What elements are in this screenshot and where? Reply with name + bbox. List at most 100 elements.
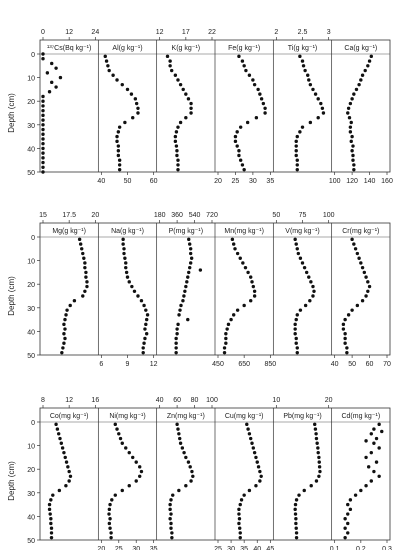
data-point-ni-mg-kg	[138, 465, 142, 469]
data-point-p-mg-kg	[187, 270, 191, 275]
x-tick-label: 30	[227, 546, 235, 550]
data-point-pb-mg-kg	[302, 488, 306, 493]
data-point-al-g-kg	[116, 149, 121, 153]
data-point-na-g-kg	[143, 336, 147, 341]
data-point-ca-g-kg	[352, 92, 356, 96]
x-tick-label: 0.1	[330, 546, 340, 550]
data-point-fe-g-kg	[259, 97, 264, 101]
depth-tick-label: 30	[27, 123, 35, 130]
data-point-k-g-kg	[176, 163, 180, 167]
data-point-al-g-kg	[107, 68, 111, 73]
data-point-ca-g-kg	[369, 54, 373, 59]
data-point-mg-g-kg	[83, 265, 87, 270]
data-point-v-mg-kg	[311, 294, 315, 298]
data-point-p-mg-kg	[175, 332, 179, 336]
data-point-cd-mg-kg	[372, 469, 376, 474]
data-point-al-g-kg	[115, 139, 119, 144]
data-point-pb-mg-kg	[294, 531, 299, 535]
depth-tick-label: 50	[27, 538, 35, 545]
data-point-p-mg-kg	[187, 237, 191, 242]
data-point-na-g-kg	[123, 256, 127, 260]
data-point-fe-g-kg	[245, 120, 250, 125]
data-point-p-mg-kg	[198, 268, 203, 272]
data-point-cr-mg-kg	[360, 265, 365, 270]
data-point-cu-mg-kg	[247, 488, 252, 493]
data-point-fe-g-kg	[237, 54, 241, 59]
data-point-co-mg-kg	[58, 436, 62, 441]
data-point-na-g-kg	[124, 270, 129, 275]
x-tick-label: 12	[150, 361, 158, 368]
x-tick-label: 10	[272, 397, 280, 404]
data-point-pb-mg-kg	[294, 526, 298, 530]
data-point-mg-g-kg	[63, 336, 67, 341]
data-point-na-g-kg	[132, 289, 137, 293]
data-point-fe-g-kg	[238, 158, 243, 162]
data-point-ni-mg-kg	[109, 535, 113, 540]
depth-axis-label: Depth (cm)	[7, 93, 16, 133]
x-tick-label: 160	[381, 178, 393, 185]
data-point-ni-mg-kg	[118, 436, 123, 441]
panel-label-fe-g-kg: Fe(g kg⁻¹)	[228, 45, 260, 52]
data-point-cr-mg-kg	[345, 346, 349, 350]
data-point-cs-bq-kg	[50, 61, 54, 66]
data-point-cs-bq-kg	[41, 99, 45, 103]
panel-label-co-mg-kg: Co(mg kg⁻¹)	[50, 413, 89, 420]
data-point-cs-bq-kg	[41, 52, 45, 56]
data-point-mg-g-kg	[81, 251, 85, 256]
data-point-cu-mg-kg	[237, 507, 241, 512]
data-point-pb-mg-kg	[313, 427, 318, 431]
data-point-cs-bq-kg	[41, 113, 45, 118]
data-point-mn-mg-kg	[238, 256, 242, 260]
x-tick-label: 75	[299, 212, 307, 219]
data-point-fe-g-kg	[251, 78, 255, 82]
data-point-al-g-kg	[103, 54, 107, 59]
data-point-al-g-kg	[136, 111, 140, 115]
x-tick-label: 100	[329, 178, 341, 185]
x-tick-label: 35	[266, 178, 274, 185]
data-point-co-mg-kg	[64, 484, 68, 488]
data-point-mg-g-kg	[83, 289, 87, 293]
data-point-mn-mg-kg	[224, 332, 228, 336]
x-tick-label: 12	[65, 29, 73, 36]
data-point-cu-mg-kg	[247, 432, 252, 436]
data-point-mn-mg-kg	[246, 270, 250, 275]
data-point-fe-g-kg	[263, 111, 267, 115]
data-point-ca-g-kg	[351, 158, 355, 162]
data-point-v-mg-kg	[303, 303, 308, 308]
x-tick-label: 2	[274, 29, 278, 36]
x-tick-label: 80	[191, 397, 199, 404]
depth-tick-label: 10	[27, 76, 35, 83]
data-point-ni-mg-kg	[134, 460, 138, 464]
data-point-ti-g-kg	[295, 158, 299, 162]
data-point-ti-g-kg	[320, 106, 325, 110]
data-point-cs-bq-kg	[41, 132, 45, 136]
data-point-cr-mg-kg	[345, 350, 349, 355]
data-point-ti-g-kg	[306, 73, 310, 77]
panel-label-k-g-kg: K(g kg⁻¹)	[172, 45, 201, 52]
data-point-cr-mg-kg	[367, 284, 372, 289]
data-point-v-mg-kg	[309, 280, 313, 284]
panel-label-zn-mg-kg: Zn(mg kg⁻¹)	[167, 413, 205, 420]
data-point-zn-mg-kg	[191, 474, 195, 478]
depth-tick-label: 50	[27, 170, 35, 177]
data-point-al-g-kg	[117, 158, 122, 162]
data-point-ti-g-kg	[307, 78, 311, 82]
data-point-fe-g-kg	[240, 59, 245, 63]
data-point-mg-g-kg	[82, 256, 86, 260]
data-point-k-g-kg	[176, 78, 180, 82]
data-point-p-mg-kg	[189, 256, 194, 260]
data-point-ni-mg-kg	[124, 446, 128, 450]
data-point-v-mg-kg	[294, 336, 298, 341]
data-point-cd-mg-kg	[380, 429, 384, 434]
data-point-al-g-kg	[106, 64, 110, 68]
data-point-cr-mg-kg	[364, 294, 368, 298]
data-point-ca-g-kg	[350, 149, 354, 153]
data-point-cr-mg-kg	[364, 275, 368, 279]
data-point-p-mg-kg	[175, 327, 179, 331]
data-point-cd-mg-kg	[346, 521, 350, 526]
data-point-pb-mg-kg	[317, 474, 321, 478]
data-point-mn-mg-kg	[251, 284, 256, 289]
data-point-mn-mg-kg	[226, 322, 231, 327]
data-point-ca-g-kg	[349, 120, 353, 125]
data-point-zn-mg-kg	[176, 427, 180, 431]
